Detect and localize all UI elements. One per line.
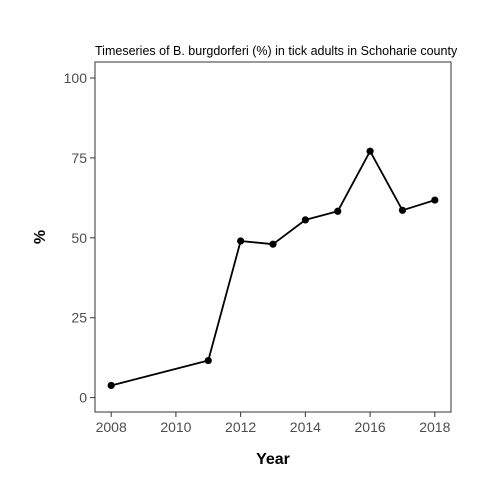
- x-tick-label: 2008: [96, 419, 127, 435]
- y-tick-label: 0: [79, 390, 87, 406]
- data-point: [431, 196, 439, 204]
- y-tick-label: 50: [71, 230, 87, 246]
- x-tick-label: 2010: [160, 419, 191, 435]
- x-tick-label: 2016: [355, 419, 386, 435]
- data-point: [334, 207, 342, 215]
- y-axis-ticks: 0 25 50 75 100: [64, 70, 95, 406]
- panel-border: [94, 61, 452, 413]
- data-point: [301, 216, 309, 224]
- y-tick-label: 75: [71, 150, 87, 166]
- x-tick-label: 2012: [225, 419, 256, 435]
- data-point: [204, 356, 212, 365]
- x-tick-label: 2014: [290, 419, 321, 435]
- y-axis-title: %: [32, 230, 49, 244]
- x-axis-title: Year: [256, 451, 290, 468]
- x-axis-ticks: 2008 2010 2012 2014 2016 2018: [96, 412, 451, 435]
- data-series: [107, 147, 439, 390]
- data-point: [107, 381, 115, 390]
- data-point: [366, 147, 374, 155]
- data-point: [398, 206, 407, 214]
- x-tick-label: 2018: [419, 419, 450, 435]
- chart-title: Timeseries of B. burgdorferi (%) in tick…: [95, 44, 458, 58]
- series-line: [110, 150, 436, 387]
- data-point: [269, 240, 277, 248]
- y-tick-label: 25: [71, 310, 87, 326]
- y-tick-label: 100: [64, 70, 88, 86]
- data-point: [237, 237, 245, 245]
